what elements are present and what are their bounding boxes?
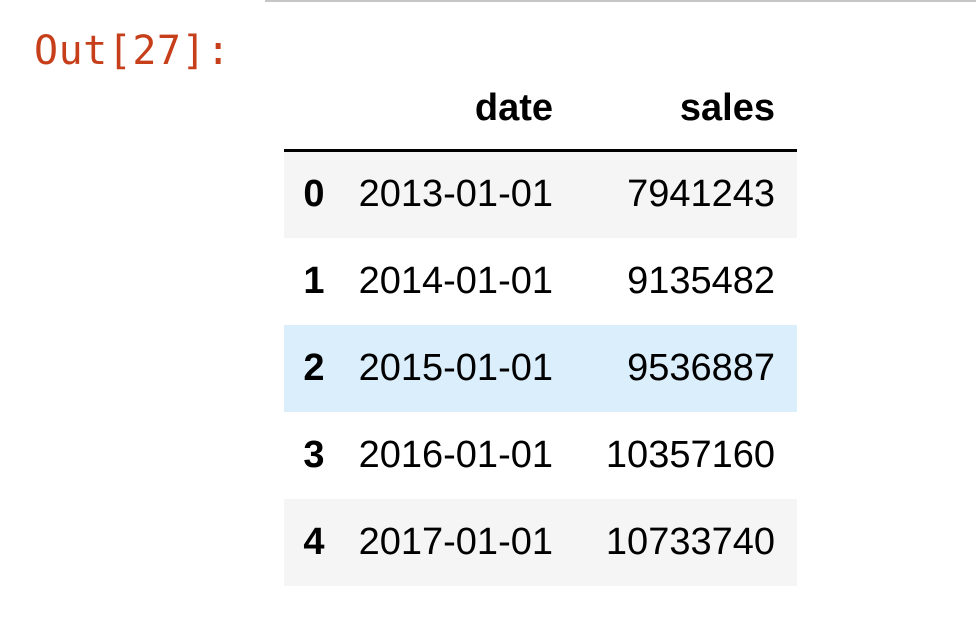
row-index: 4	[303, 521, 325, 563]
column-header-date: date	[344, 68, 575, 152]
row-index: 2	[303, 347, 325, 389]
cell-sales: 10733740	[605, 521, 775, 563]
cell-date: 2017-01-01	[358, 521, 553, 563]
cell-sales: 10357160	[605, 434, 775, 476]
row-index: 3	[303, 434, 325, 476]
cell-date: 2013-01-01	[358, 173, 553, 216]
cell-sales: 9536887	[627, 347, 775, 389]
table-header-row: date sales	[284, 68, 797, 152]
table-row: 3 2016-01-01 10357160	[284, 412, 797, 499]
index-header	[284, 68, 344, 152]
table-row: 1 2014-01-01 9135482	[284, 238, 797, 325]
table-row-highlighted: 2 2015-01-01 9536887	[284, 325, 797, 412]
input-cell-border	[265, 0, 976, 2]
cell-date: 2016-01-01	[358, 434, 553, 476]
cell-sales: 9135482	[627, 260, 775, 302]
table-row: 4 2017-01-01 10733740	[284, 499, 797, 586]
cell-date: 2015-01-01	[358, 347, 553, 389]
cell-sales: 7941243	[627, 173, 775, 216]
table-row: 0 2013-01-01 7941243	[284, 150, 797, 238]
output-prompt: Out[27]:	[34, 28, 231, 74]
row-index: 0	[303, 173, 325, 216]
column-header-sales: sales	[575, 68, 797, 152]
row-index: 1	[303, 260, 325, 302]
cell-date: 2014-01-01	[358, 260, 553, 302]
dataframe-table: date sales 0 2013-01-01 7941243 1 2014-0…	[284, 68, 797, 586]
